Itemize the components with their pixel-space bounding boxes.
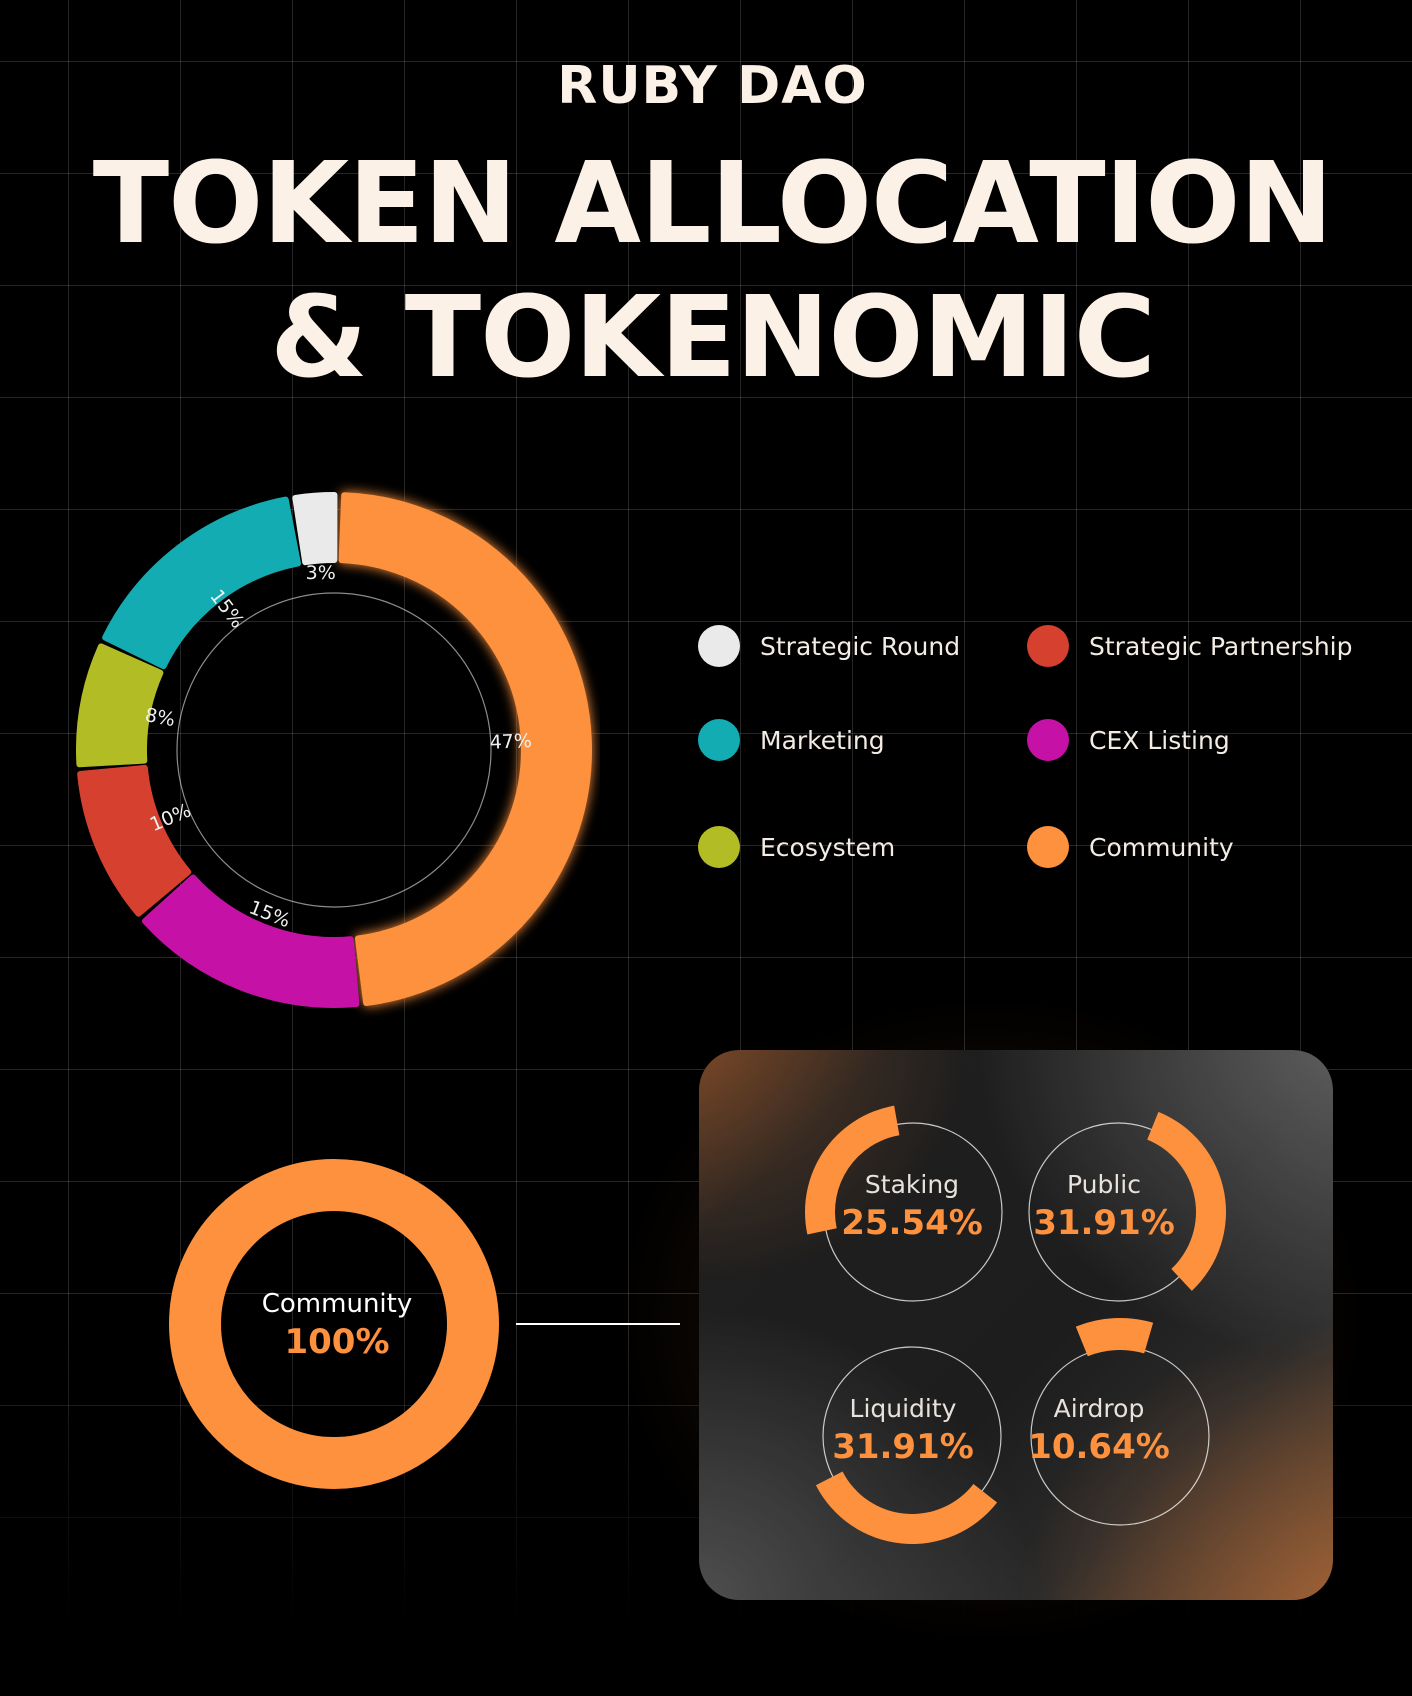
gauge-label: Staking xyxy=(865,1170,959,1199)
legend-label: Ecosystem xyxy=(760,832,896,862)
gauge-value: 31.91% xyxy=(1033,1203,1175,1243)
legend-label: CEX Listing xyxy=(1089,725,1230,755)
legend-label: Strategic Partnership xyxy=(1089,631,1353,661)
community-donut-chart: Community 100% xyxy=(169,1159,499,1489)
gauge-liquidity: Liquidity 31.91% xyxy=(815,1346,1002,1544)
legend-swatch xyxy=(698,625,740,667)
legend-item-community: Community xyxy=(1027,826,1234,868)
legend-item-marketing: Marketing xyxy=(698,719,885,761)
gauge-airdrop: Airdrop 10.64% xyxy=(1028,1318,1210,1526)
gauge-arc xyxy=(1147,1111,1226,1291)
slice-cex-listing xyxy=(141,874,360,1008)
legend-item-ecosystem: Ecosystem xyxy=(698,826,895,868)
gauge-arc xyxy=(815,1471,998,1544)
slice-community xyxy=(338,492,592,1006)
slice-strategic-partnership xyxy=(77,764,192,917)
distribution-panel: Staking 25.54% Public 31.91% Liquidity 31.91%… xyxy=(699,1050,1333,1600)
legend-item-cex-listing: CEX Listing xyxy=(1027,719,1230,761)
slice-label-community: 47% xyxy=(489,730,532,754)
legend-label: Community xyxy=(1089,832,1234,862)
slice-label-ecosystem: 8% xyxy=(143,704,177,731)
slice-marketing xyxy=(102,496,302,670)
legend-swatch xyxy=(698,826,740,868)
gauge-label: Airdrop xyxy=(1054,1394,1145,1423)
legend-swatch xyxy=(698,719,740,761)
gauge-value: 25.54% xyxy=(841,1203,983,1243)
gauge-arc xyxy=(805,1105,900,1235)
allocation-donut-chart: 47%15%10%8%15%3% xyxy=(76,492,592,1008)
gauge-public: Public 31.91% xyxy=(1028,1111,1226,1302)
community-ring-arc xyxy=(169,1159,499,1489)
legend-swatch xyxy=(1027,719,1069,761)
gauge-value: 10.64% xyxy=(1028,1427,1170,1467)
page-title-line2: & TOKENOMIC xyxy=(270,273,1156,403)
legend-label: Marketing xyxy=(760,725,885,755)
legend-swatch xyxy=(1027,826,1069,868)
gauge-arc xyxy=(1075,1318,1154,1357)
gauge-value: 31.91% xyxy=(832,1427,974,1467)
slice-ecosystem xyxy=(76,643,164,768)
community-donut-label: Community xyxy=(262,1289,412,1319)
allocation-donut-inner-ring xyxy=(176,592,492,908)
connector-line xyxy=(516,1323,680,1325)
slice-label-strategic-round: 3% xyxy=(306,562,336,584)
page-title-line1: TOKEN ALLOCATION xyxy=(92,139,1333,269)
legend-swatch xyxy=(1027,625,1069,667)
distribution-gauges: Staking 25.54% Public 31.91% Liquidity 31.91%… xyxy=(805,1105,1226,1544)
legend-item-strategic-round: Strategic Round xyxy=(698,625,960,667)
slice-strategic-round xyxy=(292,492,338,566)
gauge-label: Liquidity xyxy=(850,1394,957,1423)
allocation-legend: Strategic Round Strategic Partnership Mark… xyxy=(698,625,1398,885)
community-donut-value: 100% xyxy=(284,1322,389,1362)
gauge-label: Public xyxy=(1067,1170,1141,1199)
legend-item-strategic-partnership: Strategic Partnership xyxy=(1027,625,1353,667)
gauge-staking: Staking 25.54% xyxy=(805,1105,1003,1302)
legend-label: Strategic Round xyxy=(760,631,961,661)
brand-name: RUBY DAO xyxy=(557,56,868,116)
